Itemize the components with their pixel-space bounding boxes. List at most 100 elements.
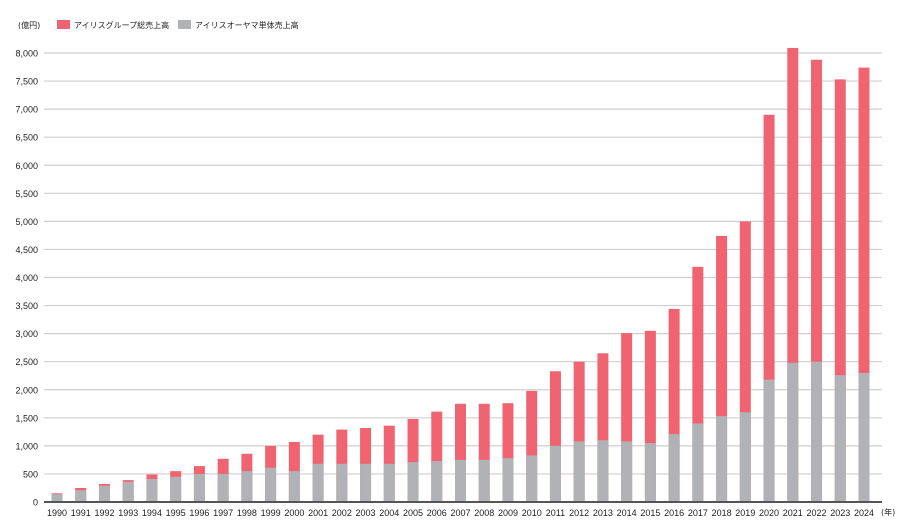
legend-swatch-group-sales xyxy=(57,20,70,29)
bar-group-sales xyxy=(834,79,846,501)
bar-single-sales xyxy=(526,455,538,501)
bar-single-sales xyxy=(573,441,585,501)
x-tick-label: 2016 xyxy=(664,508,684,518)
x-unit-label: (年) xyxy=(881,507,895,517)
bar-group-sales xyxy=(668,308,680,501)
y-tick-label: 4,000 xyxy=(15,273,38,283)
bar-single-sales xyxy=(312,463,324,501)
bar-single-sales xyxy=(644,443,656,501)
bar-single-sales xyxy=(122,481,134,501)
x-tick-label: 1997 xyxy=(213,508,233,518)
y-tick-label: 500 xyxy=(23,469,38,479)
bar-single-sales xyxy=(336,463,348,501)
bar-single-sales xyxy=(597,440,609,501)
legend-swatch-single-sales xyxy=(178,20,191,29)
bar-group-sales xyxy=(787,47,799,501)
x-tick-label: 1996 xyxy=(189,508,209,518)
y-tick-label: 1,500 xyxy=(15,413,38,423)
x-tick-label: 2006 xyxy=(427,508,447,518)
bar-single-sales xyxy=(455,459,466,501)
bar-group-sales xyxy=(692,266,704,501)
bar-single-sales xyxy=(431,461,443,501)
legend-label-group-sales: アイリスグループ総売上高 xyxy=(74,20,169,30)
x-tick-label: 2007 xyxy=(450,508,470,518)
x-tick-label: 1993 xyxy=(118,508,138,518)
bar-single-sales xyxy=(811,361,823,501)
bar-single-sales xyxy=(98,485,110,501)
bar-single-sales xyxy=(146,478,158,501)
bar-single-sales xyxy=(668,434,680,501)
bar-single-sales xyxy=(241,471,253,501)
x-tick-label: 2004 xyxy=(379,508,399,518)
bar-single-sales xyxy=(51,494,63,501)
bar-group-sales xyxy=(383,425,395,501)
x-tick-label: 2009 xyxy=(498,508,518,518)
x-tick-label: 2020 xyxy=(759,508,779,518)
bar-single-sales xyxy=(787,362,799,501)
bar-group-sales xyxy=(739,221,751,501)
y-tick-label: 2,000 xyxy=(15,385,38,395)
bar-group-sales xyxy=(502,403,514,501)
y-tick-label: 6,500 xyxy=(15,133,38,143)
bar-single-sales xyxy=(763,379,775,501)
bar-single-sales xyxy=(739,412,751,501)
x-tick-label: 1990 xyxy=(47,508,67,518)
x-tick-label: 2019 xyxy=(735,508,755,518)
y-tick-label: 4,500 xyxy=(15,245,38,255)
x-tick-label: 1999 xyxy=(261,508,281,518)
bar-group-sales xyxy=(763,114,775,502)
x-tick-label: 2022 xyxy=(807,508,827,518)
x-tick-label: 2005 xyxy=(403,508,423,518)
x-tick-label: 2003 xyxy=(356,508,376,518)
x-tick-label: 2002 xyxy=(332,508,352,518)
bar-single-sales xyxy=(193,473,205,501)
y-tick-label: 7,000 xyxy=(15,105,38,115)
x-tick-label: 2015 xyxy=(640,508,660,518)
bar-single-sales xyxy=(716,416,728,501)
y-tick-label: 3,500 xyxy=(15,301,38,311)
bar-group-sales xyxy=(621,333,633,501)
x-tick-label: 2017 xyxy=(688,508,708,518)
bar-single-sales xyxy=(407,462,419,501)
y-tick-label: 2,500 xyxy=(15,357,38,367)
x-tick-label: 2023 xyxy=(830,508,850,518)
y-tick-label: 1,000 xyxy=(15,441,38,451)
bar-group-sales xyxy=(716,235,728,501)
x-tick-label: 1998 xyxy=(237,508,257,518)
x-tick-label: 2011 xyxy=(546,508,565,518)
bar-single-sales xyxy=(858,372,870,501)
y-tick-label: 5,000 xyxy=(15,217,38,227)
bar-group-sales xyxy=(811,59,823,502)
x-tick-label: 2024 xyxy=(854,508,874,518)
bar-single-sales xyxy=(692,423,704,501)
bar-group-sales xyxy=(597,353,609,501)
bar-group-sales xyxy=(431,411,443,501)
legend-label-single-sales: アイリスオーヤマ単体売上高 xyxy=(195,20,299,30)
x-tick-label: 2000 xyxy=(284,508,304,518)
bar-group-sales xyxy=(455,403,466,501)
x-tick-label: 1991 xyxy=(71,508,91,518)
x-tick-label: 2021 xyxy=(783,508,803,518)
bar-single-sales xyxy=(170,476,182,501)
x-tick-label: 2001 xyxy=(308,508,328,518)
bar-group-sales xyxy=(526,390,538,501)
y-tick-label: 0 xyxy=(33,498,38,508)
y-tick-label: 7,500 xyxy=(15,77,38,87)
x-tick-label: 1992 xyxy=(94,508,114,518)
bar-group-sales xyxy=(478,403,490,501)
bar-single-sales xyxy=(834,375,846,501)
bar-single-sales xyxy=(478,459,490,501)
y-tick-label: 6,000 xyxy=(15,161,38,171)
bar-single-sales xyxy=(217,473,229,501)
x-tick-label: 1994 xyxy=(142,508,162,518)
y-tick-label: 3,000 xyxy=(15,329,38,339)
bar-group-sales xyxy=(644,330,656,501)
bar-single-sales xyxy=(288,471,300,501)
x-tick-label: 2012 xyxy=(569,508,589,518)
bar-single-sales xyxy=(75,490,87,501)
bar-group-sales xyxy=(549,371,561,501)
x-tick-label: 2013 xyxy=(593,508,613,518)
x-tick-label: 2018 xyxy=(712,508,732,518)
bar-single-sales xyxy=(549,445,561,501)
